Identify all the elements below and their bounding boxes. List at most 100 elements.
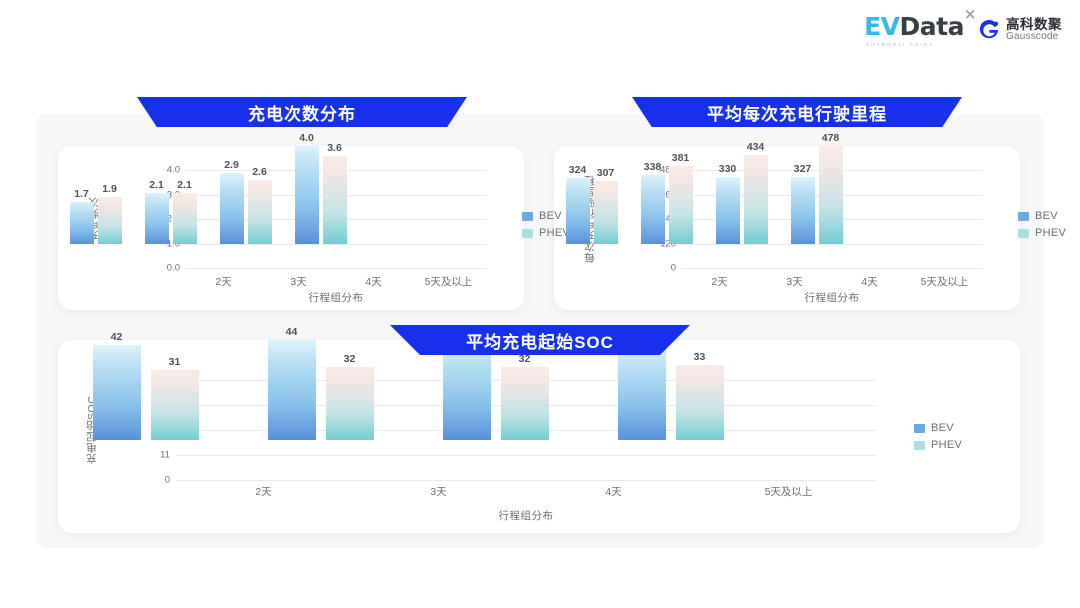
bar-value-label: 2.1 (149, 178, 164, 191)
bar-phev[interactable]: 381 (668, 152, 693, 244)
x-axis-tick: 3天 (290, 276, 307, 288)
gausscode-g-icon (979, 20, 999, 39)
bar-value-label: 44 (285, 326, 298, 338)
bar-phev[interactable]: 32 (325, 353, 374, 440)
evdata-ev-text: EV (864, 12, 900, 41)
y-axis-tick: 0.0 (166, 262, 180, 274)
x-axis-tick: 5天及以上 (764, 486, 813, 498)
chart-card-mileage-per-charge (554, 146, 1020, 310)
legend-label: BEV (539, 210, 562, 222)
grid-line (176, 455, 876, 456)
bar-group: 4.0 3.6 (283, 132, 358, 244)
brand-header: EVData × SHANGHAI CHINA 高科数聚 Gausscode (864, 7, 1062, 48)
x-axis-tick: 2天 (215, 276, 232, 288)
bar-bev[interactable]: 41 (617, 333, 666, 440)
x-axis-tick: 5天及以上 (920, 276, 969, 288)
y-axis-tick: 480 (660, 165, 676, 176)
bar-group: 330 434 (704, 141, 779, 244)
bar-group: 41 33 (583, 333, 758, 440)
y-axis-tick: 240 (660, 214, 676, 225)
y-axis-tick: 4.0 (166, 164, 180, 176)
x-axis-tick: 4天 (861, 276, 878, 288)
bar-value-label: 33 (693, 351, 706, 363)
bar-bev[interactable]: 43 (442, 328, 491, 440)
bar-bev[interactable]: 324 (565, 164, 590, 244)
x-axis-tick: 4天 (605, 486, 622, 498)
legend-label: PHEV (1035, 227, 1067, 239)
bar-value-label: 434 (746, 141, 765, 154)
bar-phev[interactable]: 33 (675, 351, 724, 440)
legend-label: BEV (1035, 210, 1058, 222)
bar-phev[interactable]: 478 (818, 132, 843, 244)
x-axis-tick: 4天 (365, 276, 382, 288)
x-axis-title: 行程组分布 (804, 292, 860, 304)
bar-bev[interactable]: 1.7 (69, 188, 94, 244)
legend-item-bev[interactable]: BEV (914, 422, 962, 434)
bar-value-label: 2.9 (224, 158, 239, 171)
evdata-wordmark: EVData × (864, 7, 976, 41)
chart-title-banner-1: 充电次数分布 (137, 97, 467, 127)
bar-bev[interactable]: 2.1 (144, 179, 169, 244)
bar-phev[interactable]: 2.6 (247, 166, 272, 244)
bar-bev[interactable]: 42 (92, 331, 141, 440)
bar-value-label: 478 (821, 132, 840, 145)
bar-area: 42 31 44 32 43 32 41 33 (58, 326, 758, 440)
legend-item-phev[interactable]: PHEV (914, 439, 962, 451)
x-axis-labels: 2天 3天 4天 5天及以上 (186, 274, 486, 289)
bar-bev[interactable]: 330 (715, 163, 740, 244)
x-axis-labels: 2天 3天 4天 5天及以上 (682, 274, 982, 289)
gausscode-text: 高科数聚 Gausscode (1006, 17, 1062, 43)
bar-group: 324 307 (554, 146, 629, 244)
gausscode-cn-name: 高科数聚 (1006, 17, 1062, 33)
bar-bev[interactable]: 4.0 (294, 132, 319, 244)
chart-legend: BEV PHEV (914, 422, 962, 451)
x-axis-tick: 3天 (786, 276, 803, 288)
legend-item-phev[interactable]: PHEV (1018, 227, 1066, 239)
bar-bev[interactable]: 327 (790, 163, 815, 244)
chart-title-text-3: 平均充电起始SOC (466, 332, 614, 352)
bar-group: 1.7 1.9 (58, 146, 133, 244)
legend-swatch-phev (522, 228, 533, 238)
y-axis-tick: 120 (660, 238, 676, 249)
bar-area: 324 307 338 381 330 434 327 478 (554, 132, 854, 244)
legend-swatch-phev (914, 440, 925, 450)
legend-item-phev[interactable]: PHEV (522, 227, 570, 239)
bar-value-label: 327 (793, 163, 812, 176)
bar-group: 43 32 (408, 328, 583, 440)
bar-phev[interactable]: 32 (500, 353, 549, 440)
y-axis-tick: 11 (160, 449, 170, 461)
bar-value-label: 31 (168, 355, 181, 368)
evdata-logo: EVData × SHANGHAI CHINA (864, 7, 976, 48)
y-axis-tick: 0 (670, 262, 676, 274)
bar-group: 42 31 (58, 331, 233, 440)
bar-phev[interactable]: 1.9 (97, 183, 122, 244)
x-axis-labels: 2天 3天 4天 5天及以上 (176, 484, 876, 499)
bar-phev[interactable]: 2.1 (172, 179, 197, 244)
x-axis-tick: 2天 (711, 276, 728, 288)
bar-bev[interactable]: 2.9 (219, 159, 244, 244)
legend-item-bev[interactable]: BEV (1018, 210, 1066, 222)
bar-value-label: 338 (643, 161, 662, 173)
x-axis-title: 行程组分布 (308, 292, 364, 304)
grid-line (682, 243, 982, 245)
bar-group: 44 32 (233, 326, 408, 440)
bar-phev[interactable]: 307 (593, 167, 618, 244)
chart-title-banner-2: 平均每次充电行驶里程 (632, 97, 962, 127)
y-axis-tick: 0 (164, 474, 170, 486)
chart-title-text-2: 平均每次充电行驶里程 (707, 104, 887, 124)
bar-phev[interactable]: 434 (743, 141, 768, 244)
legend-label: BEV (931, 422, 954, 434)
bar-value-label: 4.0 (299, 132, 314, 144)
bar-bev[interactable]: 338 (640, 161, 665, 244)
bar-value-label: 3.6 (327, 141, 342, 154)
bar-bev[interactable]: 44 (267, 326, 316, 440)
bar-phev[interactable]: 3.6 (322, 142, 347, 244)
gausscode-en-name: Gausscode (1006, 31, 1059, 43)
legend-swatch-bev (914, 423, 925, 433)
legend-label: PHEV (539, 227, 571, 239)
chart-charging-frequency: 充电频次4.03.02.01.00.01.71.92.12.12.92.64.0… (58, 132, 570, 310)
bar-phev[interactable]: 31 (150, 356, 199, 440)
legend-item-bev[interactable]: BEV (522, 210, 570, 222)
chart-mileage-per-charge: 每次充电行驶里程 （公里）480360240120032430733838133… (554, 132, 1066, 310)
chart-start-soc: 充电起始SOC （%）44332211042314432433241332天3天… (58, 326, 1020, 533)
